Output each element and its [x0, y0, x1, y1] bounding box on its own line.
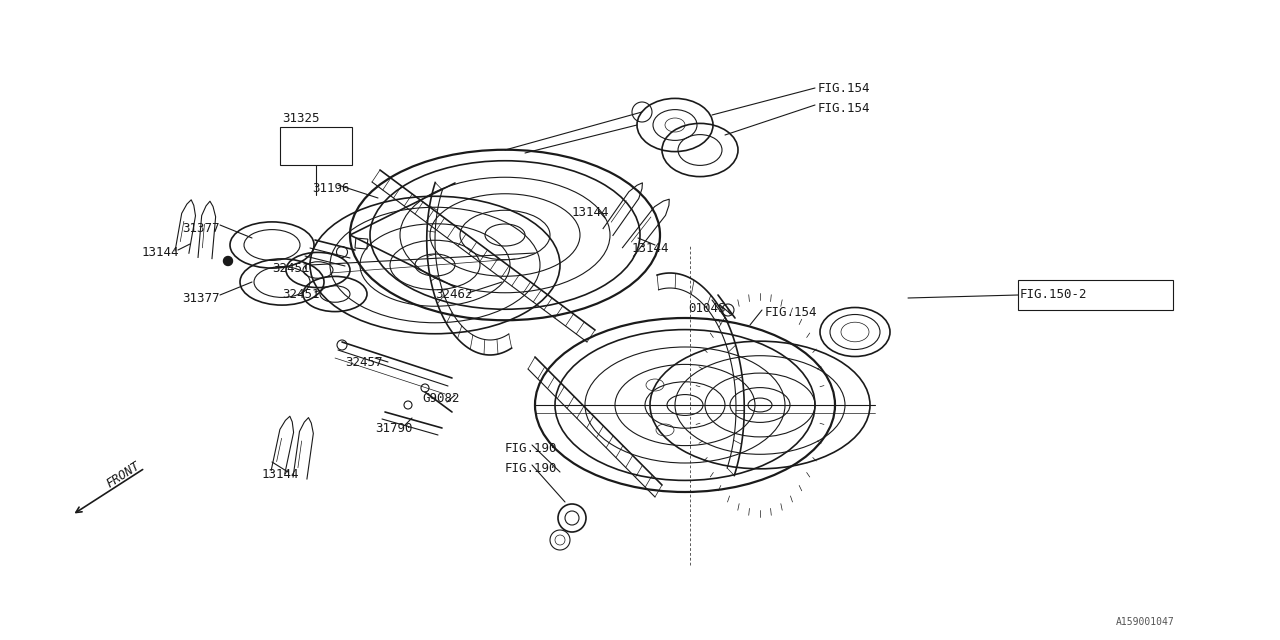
- Text: 31377: 31377: [182, 221, 219, 234]
- Text: 31325: 31325: [282, 111, 320, 125]
- Text: 32457: 32457: [346, 355, 383, 369]
- Text: FIG.154: FIG.154: [765, 305, 818, 319]
- Text: 31196: 31196: [312, 182, 349, 195]
- Text: 31377: 31377: [182, 291, 219, 305]
- Text: G9082: G9082: [422, 392, 460, 404]
- Text: 13144: 13144: [142, 246, 179, 259]
- Text: 13144: 13144: [632, 241, 669, 255]
- Bar: [355, 238, 367, 249]
- Text: 13144: 13144: [572, 205, 609, 218]
- Text: FIG.154: FIG.154: [818, 102, 870, 115]
- Text: A159001047: A159001047: [1116, 617, 1175, 627]
- Text: FIG.154: FIG.154: [818, 81, 870, 95]
- Circle shape: [224, 257, 233, 266]
- Bar: [1018, 280, 1172, 310]
- Text: FIG.190: FIG.190: [506, 461, 558, 474]
- Text: FIG.190: FIG.190: [506, 442, 558, 454]
- Text: 32451: 32451: [273, 262, 310, 275]
- Text: FRONT: FRONT: [105, 459, 143, 490]
- Text: 32451: 32451: [282, 287, 320, 301]
- Text: 13144: 13144: [262, 468, 300, 481]
- Text: 0104S: 0104S: [689, 301, 726, 314]
- Text: 31790: 31790: [375, 422, 412, 435]
- Bar: [280, 127, 352, 165]
- Text: FIG.150-2: FIG.150-2: [1020, 289, 1088, 301]
- Text: 32462: 32462: [435, 289, 472, 301]
